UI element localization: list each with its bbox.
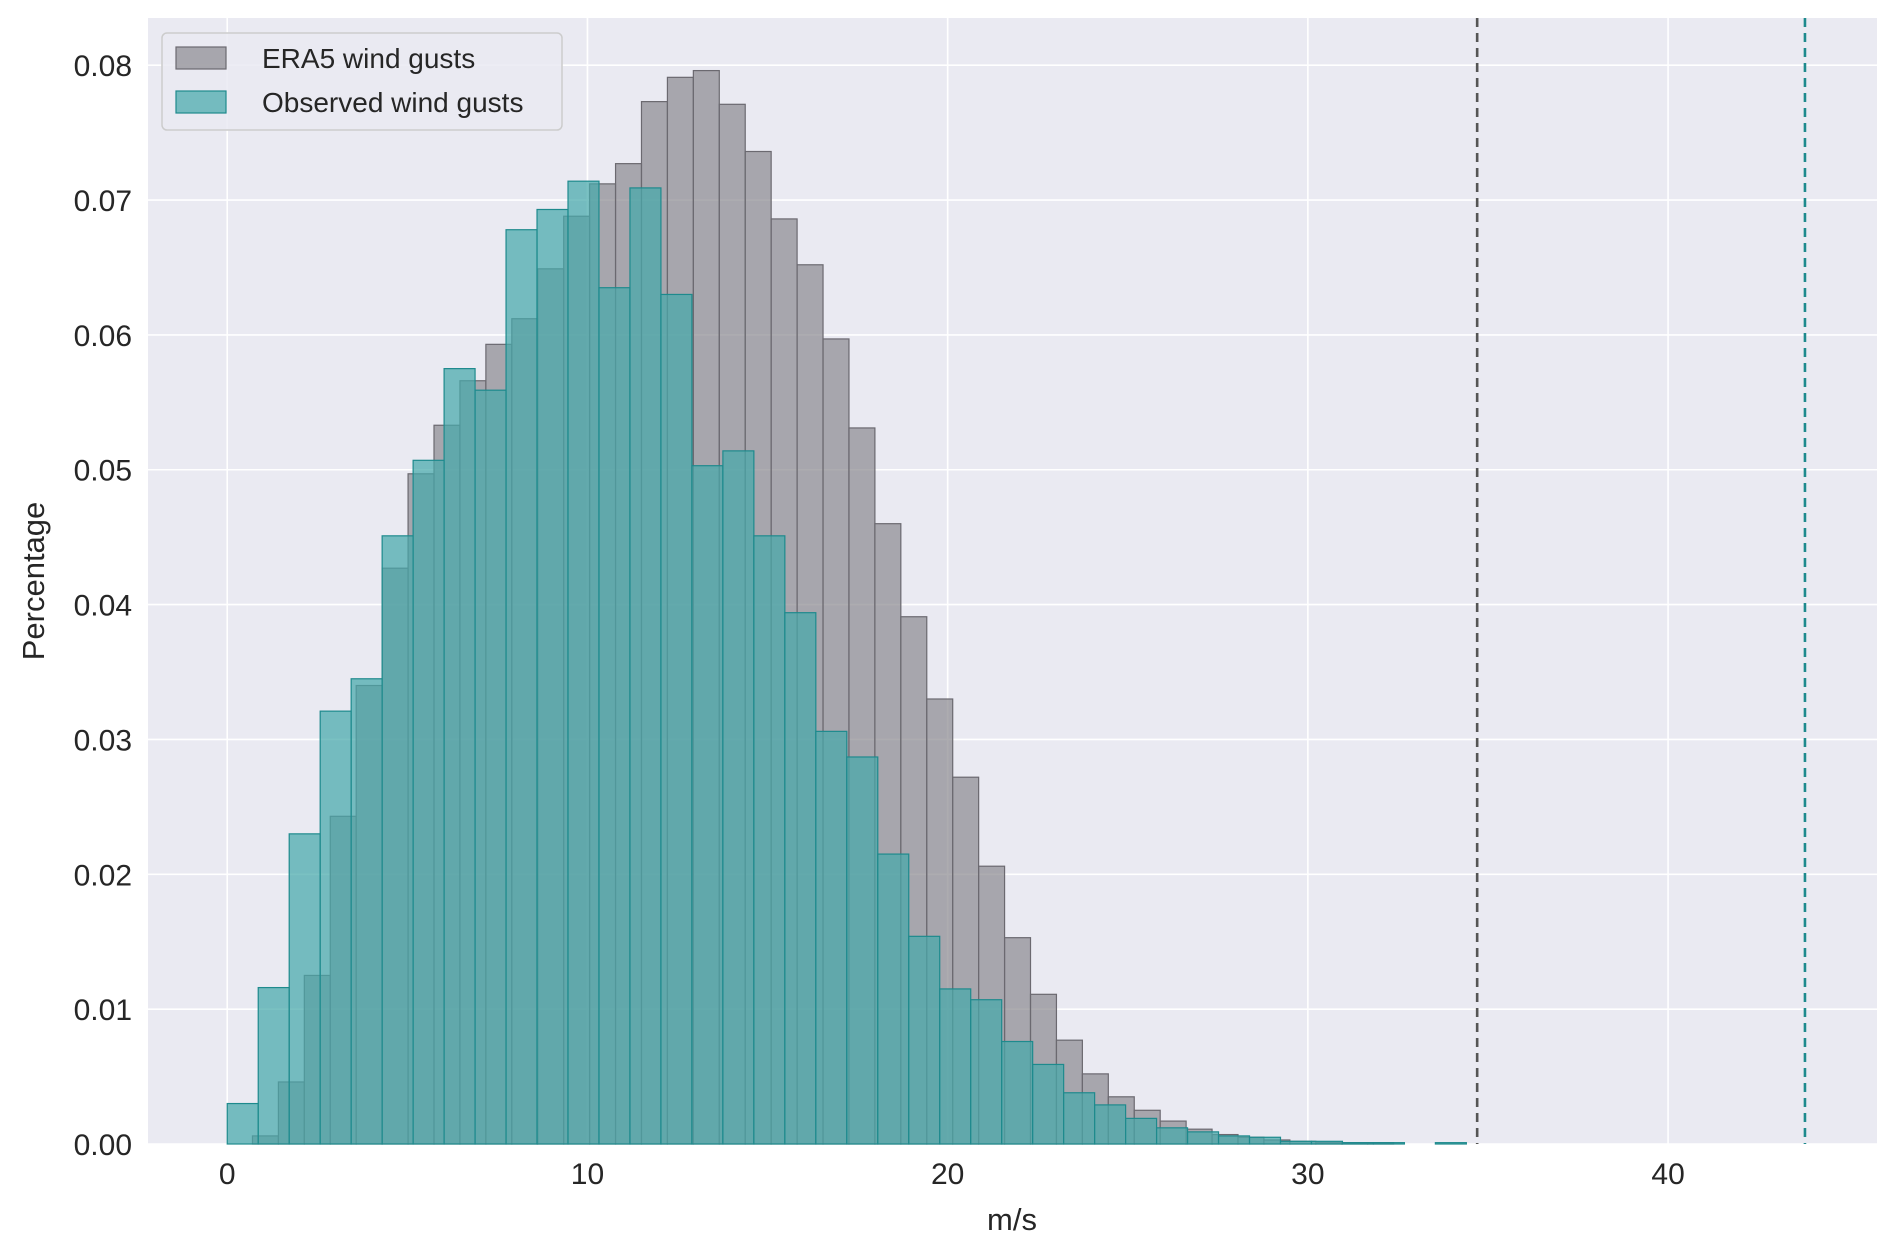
observed-bar	[1001, 1040, 1034, 1145]
y-tick-label: 0.08	[74, 50, 132, 83]
observed-bar	[1310, 1140, 1344, 1145]
x-tick-label: 40	[1651, 1158, 1684, 1191]
observed-bar	[381, 535, 414, 1145]
observed-bar	[660, 293, 693, 1145]
observed-bar	[939, 988, 972, 1145]
x-tick-label: 10	[571, 1158, 604, 1191]
y-axis-label: Percentage	[16, 502, 51, 661]
legend-label-era5: ERA5 wind gusts	[262, 43, 475, 74]
observed-bar	[908, 935, 941, 1145]
observed-bar	[970, 999, 1003, 1145]
y-tick-label: 0.02	[74, 859, 132, 892]
observed-bar	[598, 287, 631, 1145]
observed-bar	[815, 730, 848, 1145]
observed-bar	[1217, 1135, 1251, 1145]
observed-bar	[629, 187, 662, 1145]
reference-lines	[1475, 18, 1807, 1144]
observed-bar	[1372, 1142, 1406, 1145]
observed-bar	[877, 853, 910, 1145]
observed-bar	[350, 678, 383, 1145]
y-tick-label: 0.03	[74, 724, 132, 757]
legend-swatch-observed	[175, 90, 227, 114]
y-tick-labels: 0.00 0.01 0.02 0.03 0.04 0.05 0.06 0.07 0.08	[74, 50, 132, 1162]
observed-bar	[1248, 1136, 1282, 1145]
observed-bar	[412, 459, 445, 1145]
x-tick-label: 30	[1291, 1158, 1324, 1191]
observed-bar	[319, 710, 352, 1145]
observed-bars	[226, 180, 1467, 1145]
observed-bar	[443, 368, 476, 1145]
y-tick-label: 0.06	[74, 320, 132, 353]
x-tick-label: 0	[219, 1158, 236, 1191]
observed-bar	[1125, 1117, 1158, 1145]
observed-bar	[536, 208, 569, 1145]
x-axis-label: m/s	[987, 1202, 1037, 1237]
observed-bar	[567, 180, 600, 1145]
observed-bar	[753, 535, 786, 1145]
legend: ERA5 wind gusts Observed wind gusts	[161, 32, 563, 131]
y-tick-label: 0.01	[74, 994, 132, 1027]
y-tick-label: 0.05	[74, 455, 132, 488]
y-tick-label: 0.07	[74, 185, 132, 218]
legend-box	[161, 32, 563, 131]
y-tick-label: 0.04	[74, 590, 132, 623]
observed-bar	[1094, 1104, 1127, 1145]
observed-bar	[1279, 1140, 1313, 1145]
observed-bar	[226, 1102, 259, 1145]
observed-bar	[846, 756, 879, 1145]
legend-label-observed: Observed wind gusts	[262, 87, 523, 118]
observed-bar	[257, 986, 290, 1145]
observed-bar	[1186, 1131, 1220, 1145]
x-tick-labels: 0 10 20 30 40	[219, 1158, 1685, 1191]
observed-bar	[1341, 1142, 1375, 1145]
observed-bar	[1032, 1063, 1065, 1145]
observed-bar	[288, 833, 321, 1145]
observed-bar	[505, 229, 538, 1145]
observed-bar	[1063, 1092, 1096, 1145]
observed-bar	[722, 450, 755, 1145]
y-tick-label: 0.00	[74, 1129, 132, 1162]
x-tick-label: 20	[931, 1158, 964, 1191]
observed-bar	[691, 465, 724, 1145]
observed-bar	[474, 389, 507, 1145]
observed-bar	[1155, 1127, 1189, 1145]
observed-bar	[784, 612, 817, 1145]
observed-bar	[1434, 1142, 1467, 1145]
legend-swatch-era5	[175, 46, 227, 70]
